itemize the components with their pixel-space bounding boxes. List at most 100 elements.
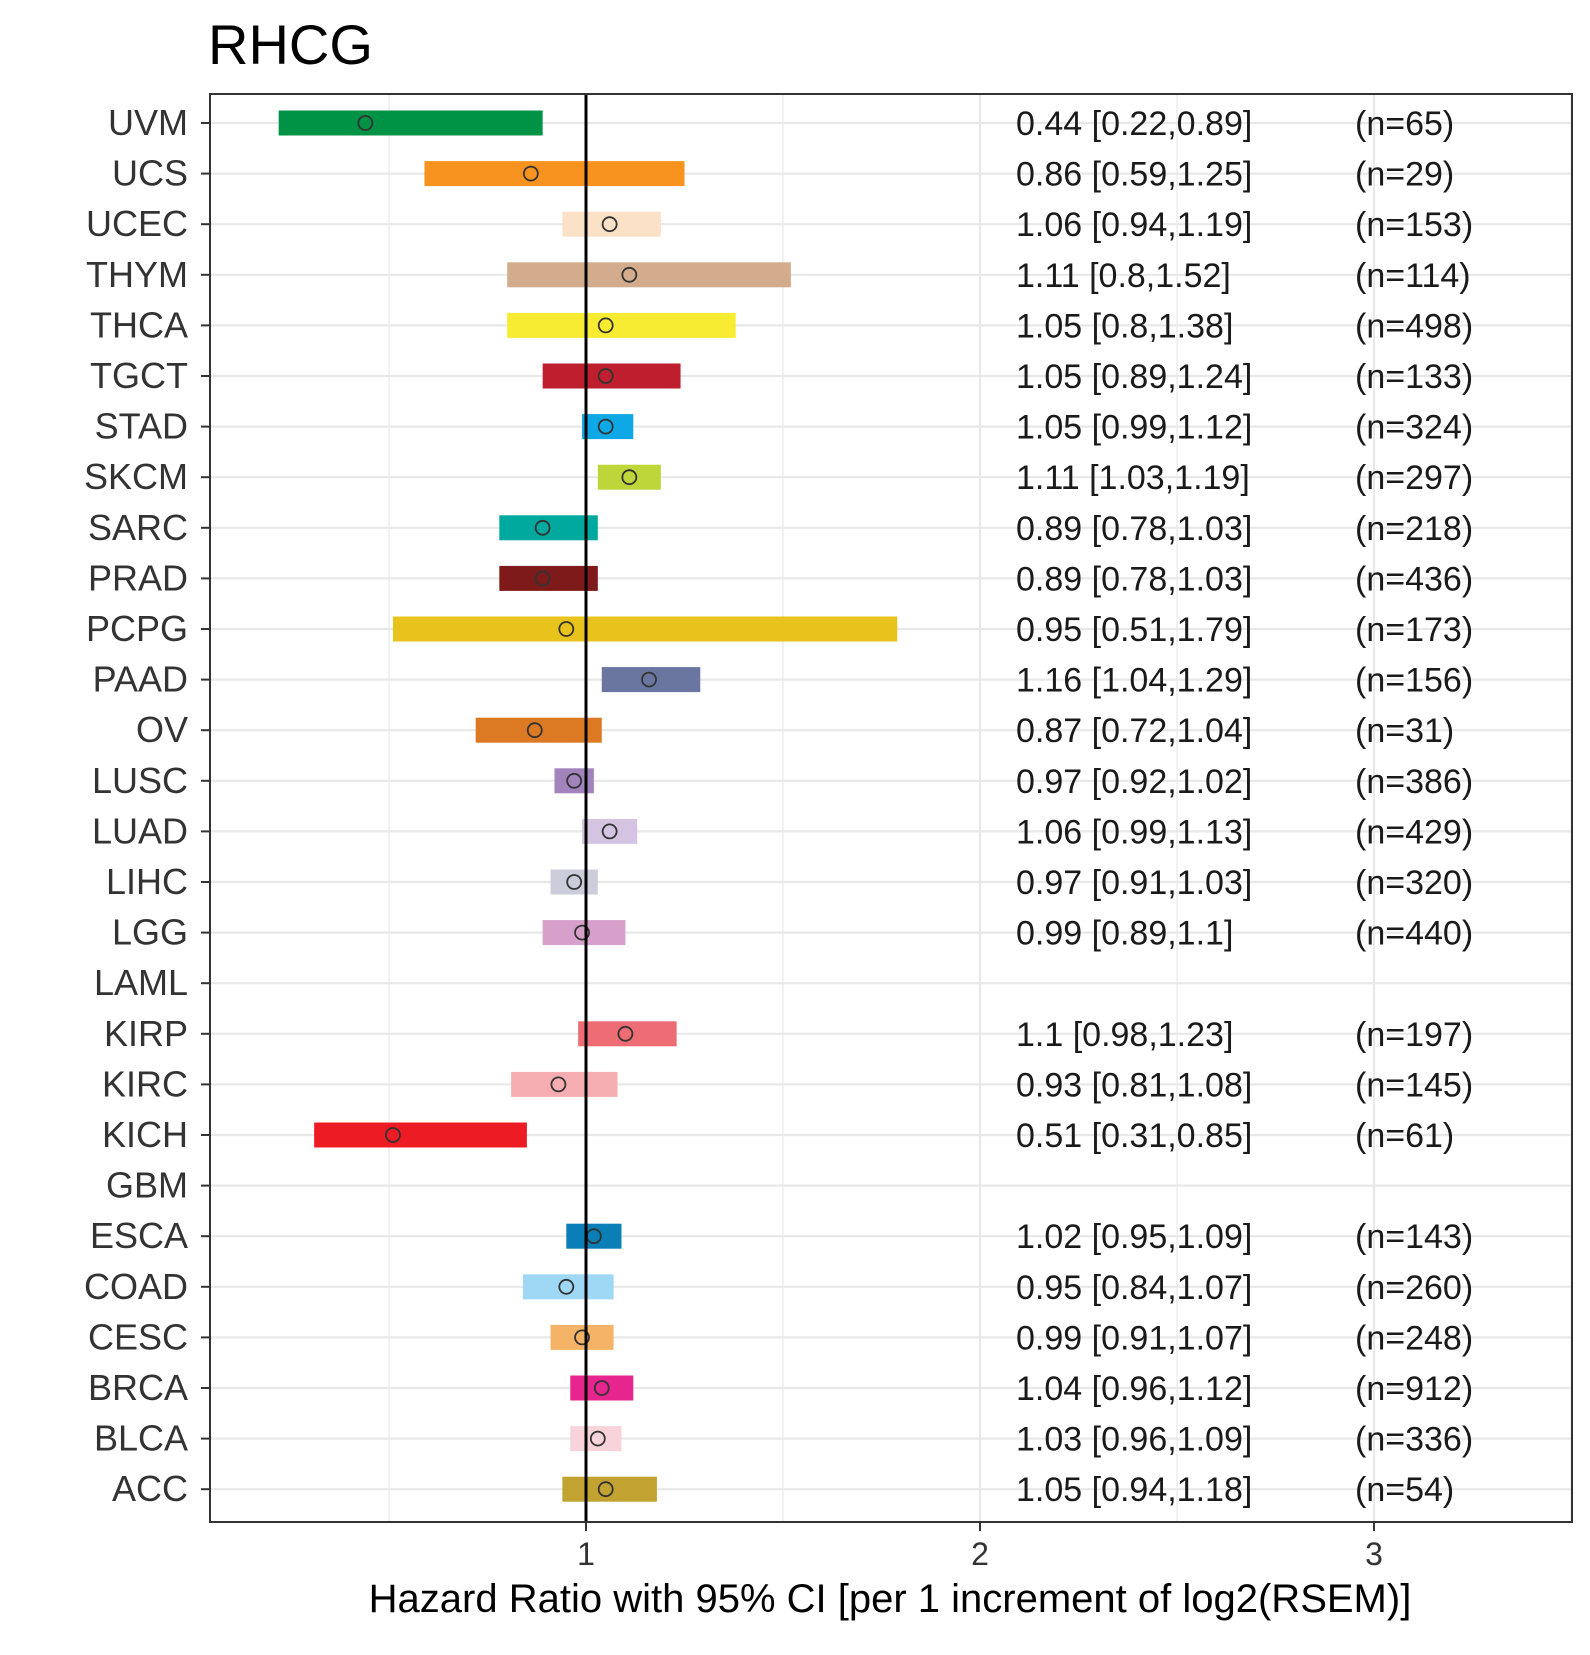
hr-point <box>597 317 614 334</box>
category-label: PCPG <box>86 608 188 649</box>
category-label: UCEC <box>86 203 188 244</box>
sample-size-label: (n=173) <box>1355 611 1473 649</box>
ci-bar <box>562 1476 657 1502</box>
ci-bar <box>570 1426 622 1452</box>
bar-layer <box>278 94 898 1522</box>
category-label: LUAD <box>92 810 188 851</box>
sample-size-label: (n=320) <box>1355 864 1473 902</box>
category-label: UCS <box>112 153 188 194</box>
ci-bar <box>542 920 626 946</box>
category-label: PAAD <box>93 659 188 700</box>
sample-size-label: (n=29) <box>1355 156 1454 194</box>
hr-point <box>534 570 551 587</box>
ci-bar <box>278 110 543 136</box>
hr-ci-label: 0.95 [0.51,1.79] <box>1016 611 1252 649</box>
ci-bar <box>550 1324 614 1350</box>
sample-size-label: (n=436) <box>1355 560 1473 598</box>
hr-point <box>522 165 539 182</box>
hr-point <box>641 671 657 688</box>
category-label: BLCA <box>94 1418 188 1459</box>
hr-point <box>589 1430 606 1447</box>
hr-ci-label: 1.05 [0.8,1.38] <box>1016 307 1233 345</box>
hr-point <box>593 1380 610 1396</box>
hr-point <box>574 924 590 941</box>
hr-ci-label: 0.89 [0.78,1.03] <box>1016 510 1252 548</box>
hr-ci-label: 1.16 [1.04,1.29] <box>1016 662 1252 700</box>
sample-size-label: (n=156) <box>1355 662 1473 700</box>
category-label: THYM <box>86 254 188 295</box>
hr-point <box>621 266 638 283</box>
category-label: LIHC <box>106 861 188 902</box>
hr-ci-label: 0.86 [0.59,1.25] <box>1016 156 1252 194</box>
category-label: LAML <box>94 962 188 1003</box>
hr-point <box>558 1278 575 1295</box>
sample-size-label: (n=260) <box>1355 1269 1473 1307</box>
sample-size-label: (n=336) <box>1355 1421 1473 1459</box>
hr-ci-label: 1.04 [0.96,1.12] <box>1016 1370 1252 1408</box>
sample-size-label: (n=248) <box>1355 1319 1473 1357</box>
hr-point <box>566 772 583 789</box>
hr-point <box>601 216 618 233</box>
category-label: UVM <box>108 102 188 143</box>
hr-point <box>526 722 543 739</box>
chart-title: RHCG <box>208 13 373 76</box>
category-label: ESCA <box>90 1215 188 1256</box>
ci-bar <box>522 1274 614 1300</box>
category-label: BRCA <box>88 1367 188 1408</box>
ci-bar <box>499 515 598 541</box>
ci-bar <box>597 464 661 490</box>
category-label: KIRC <box>102 1063 188 1104</box>
hr-point <box>550 1076 567 1093</box>
category-label: LGG <box>112 912 188 953</box>
hr-point <box>534 519 551 536</box>
category-label: KIRP <box>104 1013 188 1054</box>
ci-bar <box>507 262 791 288</box>
category-label: COAD <box>84 1266 188 1307</box>
category-label: LUSC <box>92 760 188 801</box>
sample-size-label: (n=440) <box>1355 915 1473 953</box>
x-tick-label: 1 <box>577 1536 595 1572</box>
category-label: KICH <box>102 1114 188 1155</box>
ci-bar <box>554 768 594 794</box>
ci-bar <box>566 1223 622 1249</box>
ci-bar <box>475 717 602 743</box>
sample-size-label: (n=498) <box>1355 307 1473 345</box>
hr-ci-label: 0.89 [0.78,1.03] <box>1016 560 1252 598</box>
ci-bar <box>542 363 681 389</box>
sample-size-label: (n=324) <box>1355 409 1473 447</box>
ci-bar <box>582 818 638 844</box>
hr-point <box>597 418 614 435</box>
ci-bar <box>507 312 736 338</box>
sample-size-label: (n=386) <box>1355 763 1473 801</box>
sample-size-label: (n=297) <box>1355 459 1473 497</box>
ci-bar <box>601 667 701 693</box>
hr-ci-label: 0.99 [0.89,1.1] <box>1016 915 1233 953</box>
hr-point <box>566 874 583 890</box>
hr-ci-label: 0.87 [0.72,1.04] <box>1016 712 1252 750</box>
hr-ci-label: 1.02 [0.95,1.09] <box>1016 1218 1252 1256</box>
hr-point <box>597 1481 614 1498</box>
sample-size-label: (n=912) <box>1355 1370 1473 1408</box>
category-label: SKCM <box>84 456 188 497</box>
category-label: THCA <box>90 304 188 345</box>
category-label: GBM <box>106 1165 188 1206</box>
hr-ci-label: 0.97 [0.91,1.03] <box>1016 864 1252 902</box>
category-label: STAD <box>95 406 188 447</box>
hr-ci-label: 0.99 [0.91,1.07] <box>1016 1319 1252 1357</box>
hr-ci-label: 1.05 [0.89,1.24] <box>1016 358 1252 396</box>
category-label: CESC <box>88 1316 188 1357</box>
hr-ci-label: 1.11 [0.8,1.52] <box>1016 257 1231 295</box>
hr-point <box>601 823 618 840</box>
hr-ci-label: 1.06 [0.94,1.19] <box>1016 206 1252 244</box>
hr-ci-label: 0.44 [0.22,0.89] <box>1016 105 1252 143</box>
sample-size-label: (n=143) <box>1355 1218 1473 1256</box>
ci-bar <box>511 1071 618 1097</box>
sample-size-label: (n=31) <box>1355 712 1454 750</box>
hr-point <box>357 115 374 131</box>
category-label: ACC <box>112 1468 188 1509</box>
ci-bar <box>550 869 598 895</box>
ci-bar <box>582 414 634 440</box>
sample-size-label: (n=114) <box>1355 257 1471 295</box>
ci-bar <box>392 616 898 642</box>
